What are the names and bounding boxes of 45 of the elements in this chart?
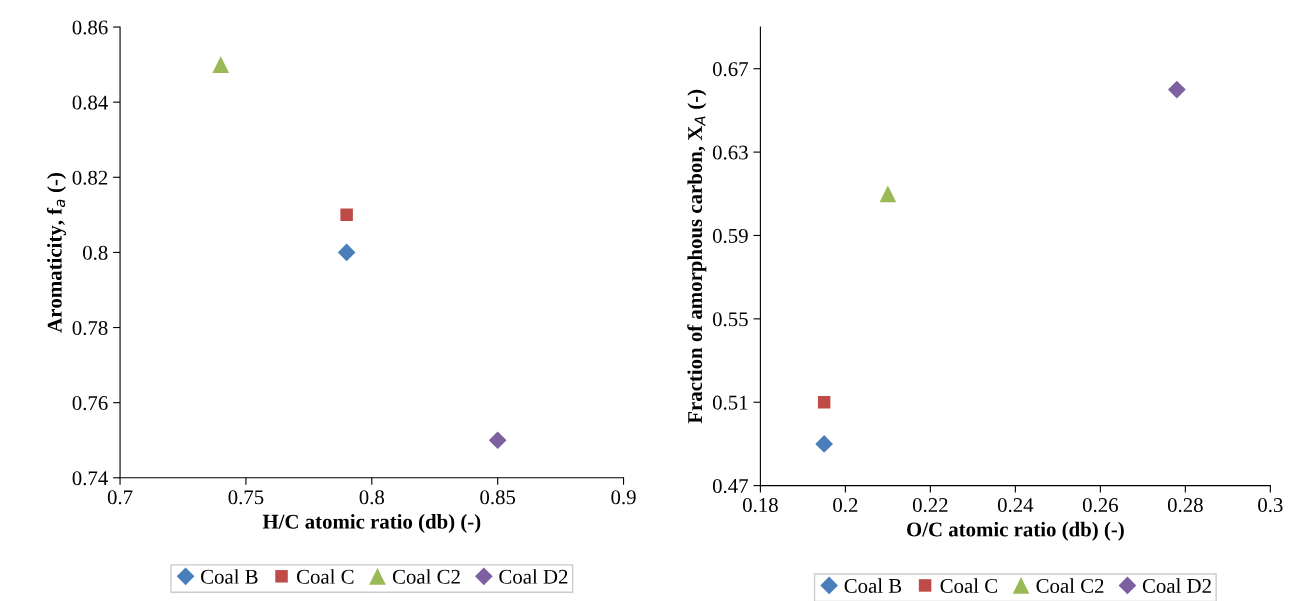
x-tick-label: 0.22: [912, 498, 948, 513]
x-axis-title: H/C atomic ratio (db) (-): [262, 514, 481, 533]
point: [488, 431, 507, 450]
point: [815, 435, 833, 453]
x-tick-label: 0.3: [1258, 498, 1283, 513]
y-tick-label: 0.51: [712, 395, 748, 410]
x-tick-label: 0.8: [359, 490, 385, 505]
point: [340, 208, 353, 222]
point: [1168, 80, 1186, 99]
y-tick-label: 0.63: [712, 145, 748, 160]
legend-label: Coal B: [201, 569, 258, 584]
x-tick-label: 0.85: [480, 490, 516, 505]
y-tick-label: 0.84: [72, 95, 108, 110]
x-tick-label: 0.26: [1082, 498, 1118, 513]
x-tick-label: 0.7: [107, 490, 133, 505]
point: [212, 56, 230, 73]
point: [817, 395, 831, 409]
y-tick-label: 0.8: [83, 245, 108, 260]
y-tick-label: 0.74: [72, 471, 108, 486]
legend-label: Coal C2: [1036, 578, 1104, 593]
x-tick-label: 0.28: [1167, 498, 1203, 513]
x-axis-title: O/C atomic ratio (db) (-): [907, 521, 1124, 541]
y-tick-label: 0.86: [72, 20, 108, 35]
legend-label: Coal B: [844, 578, 902, 593]
x-tick-label: 0.2: [833, 498, 858, 513]
y-tick-label: 0.76: [72, 396, 108, 411]
legend-label: Coal C: [296, 569, 354, 584]
x-tick-label: 0.75: [228, 490, 264, 505]
y-axis-title: Aromaticity, f$_{a}$ (-): [46, 173, 67, 333]
y-tick-label: 0.78: [72, 320, 108, 336]
y-tick-label: 0.82: [72, 170, 108, 185]
y-axis-title: Fraction of amorphous carbon, X$_{A}$ (-): [687, 89, 707, 424]
y-tick-label: 0.47: [712, 478, 748, 494]
legend-label: Coal C: [940, 578, 997, 593]
y-tick-label: 0.55: [712, 312, 748, 327]
point: [879, 185, 897, 203]
x-tick-label: 0.9: [611, 490, 636, 505]
x-tick-label: 0.18: [742, 498, 778, 513]
legend-label: Coal C2: [392, 569, 460, 584]
y-tick-label: 0.59: [712, 228, 748, 244]
x-tick-label: 0.24: [997, 498, 1034, 513]
y-tick-label: 0.67: [712, 62, 748, 77]
legend-label: Coal D2: [499, 569, 568, 584]
legend-label: Coal D2: [1142, 578, 1211, 593]
point: [337, 243, 356, 262]
